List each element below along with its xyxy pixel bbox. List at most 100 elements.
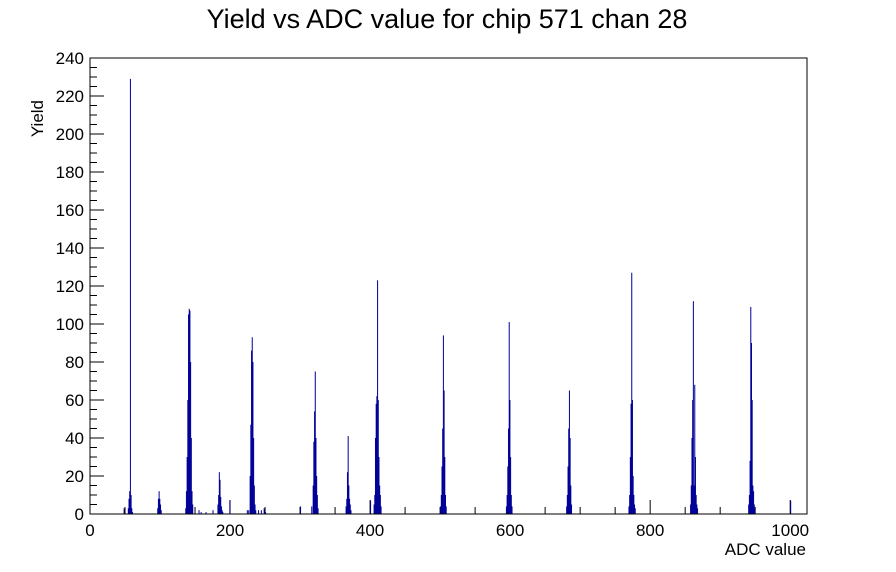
histogram-bin (218, 472, 220, 514)
y-tick-label: 240 (56, 49, 84, 68)
histogram-bin (229, 500, 231, 514)
histogram-bin (315, 438, 317, 514)
histogram-bin (569, 438, 571, 514)
histogram-bin (248, 510, 250, 514)
histogram-bin (693, 485, 695, 514)
histogram-bin (692, 400, 694, 514)
histogram-bin (749, 460, 751, 514)
histogram-bin (254, 504, 256, 514)
histogram-bin (690, 504, 692, 514)
histogram-bin (252, 362, 254, 514)
histogram-bin (249, 476, 251, 514)
histogram-bin (377, 400, 379, 514)
y-tick-label: 0 (75, 505, 84, 524)
histogram-bin (628, 506, 630, 514)
histogram-bin (510, 495, 512, 514)
y-tick-label: 40 (65, 429, 84, 448)
plot-frame (89, 57, 808, 515)
histogram-bin (511, 506, 513, 514)
histogram-bin (160, 504, 162, 514)
histogram-bin (219, 479, 221, 514)
histogram-bin (188, 314, 190, 514)
histogram-bin (374, 438, 376, 514)
histogram-bin (132, 512, 134, 514)
histogram-bin (317, 508, 319, 514)
histogram-bin (696, 504, 698, 514)
histogram-bin (752, 485, 754, 514)
histogram-bin (508, 322, 510, 514)
histogram-bin (188, 308, 190, 514)
histogram-bin (246, 510, 248, 514)
histogram-bin (349, 504, 351, 514)
histogram-bin (568, 390, 570, 514)
x-tick-label: 600 (496, 521, 524, 540)
x-axis-label: ADC value (725, 540, 806, 559)
histogram-bin (373, 504, 375, 514)
histogram-bin (691, 438, 693, 514)
histogram-bin (753, 491, 755, 514)
histogram-bin (377, 280, 379, 514)
histogram-bin (442, 335, 444, 514)
histogram-bin (692, 301, 694, 514)
histogram-bin (157, 508, 159, 514)
y-tick-label: 140 (56, 239, 84, 258)
histogram-bin (444, 457, 446, 514)
histogram-bin (790, 500, 792, 514)
histogram-bin (631, 400, 633, 514)
histogram-bin (313, 441, 315, 514)
histogram-bin (370, 500, 372, 514)
histogram-bin (442, 428, 444, 514)
y-tick-label: 80 (65, 353, 84, 372)
histogram-bin (697, 508, 699, 514)
histogram-bin (300, 506, 302, 514)
histogram-bin (129, 78, 131, 515)
y-tick-label: 100 (56, 315, 84, 334)
axis-ticks: 0 20 40 60 80 100 120 140 160 180 200 220 240 0 200 400… (56, 49, 809, 540)
histogram-bin (443, 390, 445, 514)
histogram-bin (217, 504, 219, 514)
histogram-bin (380, 506, 382, 514)
y-tick-label: 220 (56, 87, 84, 106)
histogram-bin (350, 510, 352, 514)
histogram-bin (159, 498, 161, 514)
histogram-bin (379, 485, 381, 514)
histogram-bin (192, 504, 194, 514)
histogram-bin (220, 496, 222, 514)
histogram-bin (190, 362, 192, 514)
histogram-bin (694, 384, 696, 514)
histogram-bin (441, 466, 443, 514)
histogram-bin (445, 506, 447, 514)
histogram-bin (314, 371, 316, 514)
histogram-bin (186, 457, 188, 514)
histogram-bin (750, 306, 752, 514)
histogram-bin (379, 495, 381, 514)
x-tick-label: 1000 (771, 521, 809, 540)
histogram-bin (160, 510, 162, 514)
x-tick-label: 800 (636, 521, 664, 540)
histogram-bin (346, 472, 348, 514)
histogram-bin (629, 457, 631, 514)
histogram-bin (347, 436, 349, 514)
histogram-bin (221, 510, 223, 514)
histogram-bin (251, 350, 253, 514)
histogram-bin (158, 491, 160, 514)
histogram-bin (345, 506, 347, 514)
chart-title: Yield vs ADC value for chip 571 chan 28 (207, 4, 688, 34)
x-tick-label: 400 (356, 521, 384, 540)
histogram-bin (218, 495, 220, 514)
histogram-bin (253, 485, 255, 514)
histogram-bin (250, 424, 252, 514)
histogram-bin (754, 508, 756, 514)
histogram-bin (131, 508, 133, 514)
histogram-bin (220, 506, 222, 514)
histogram-bin (567, 466, 569, 514)
histogram-bin (444, 495, 446, 514)
histogram-bin (191, 491, 193, 514)
histogram-bin (694, 457, 696, 514)
histogram-bin (568, 428, 570, 514)
histogram-bin (750, 343, 752, 514)
histogram-bin (316, 495, 318, 514)
histogram-bin (508, 428, 510, 514)
histogram-bin (212, 510, 214, 514)
